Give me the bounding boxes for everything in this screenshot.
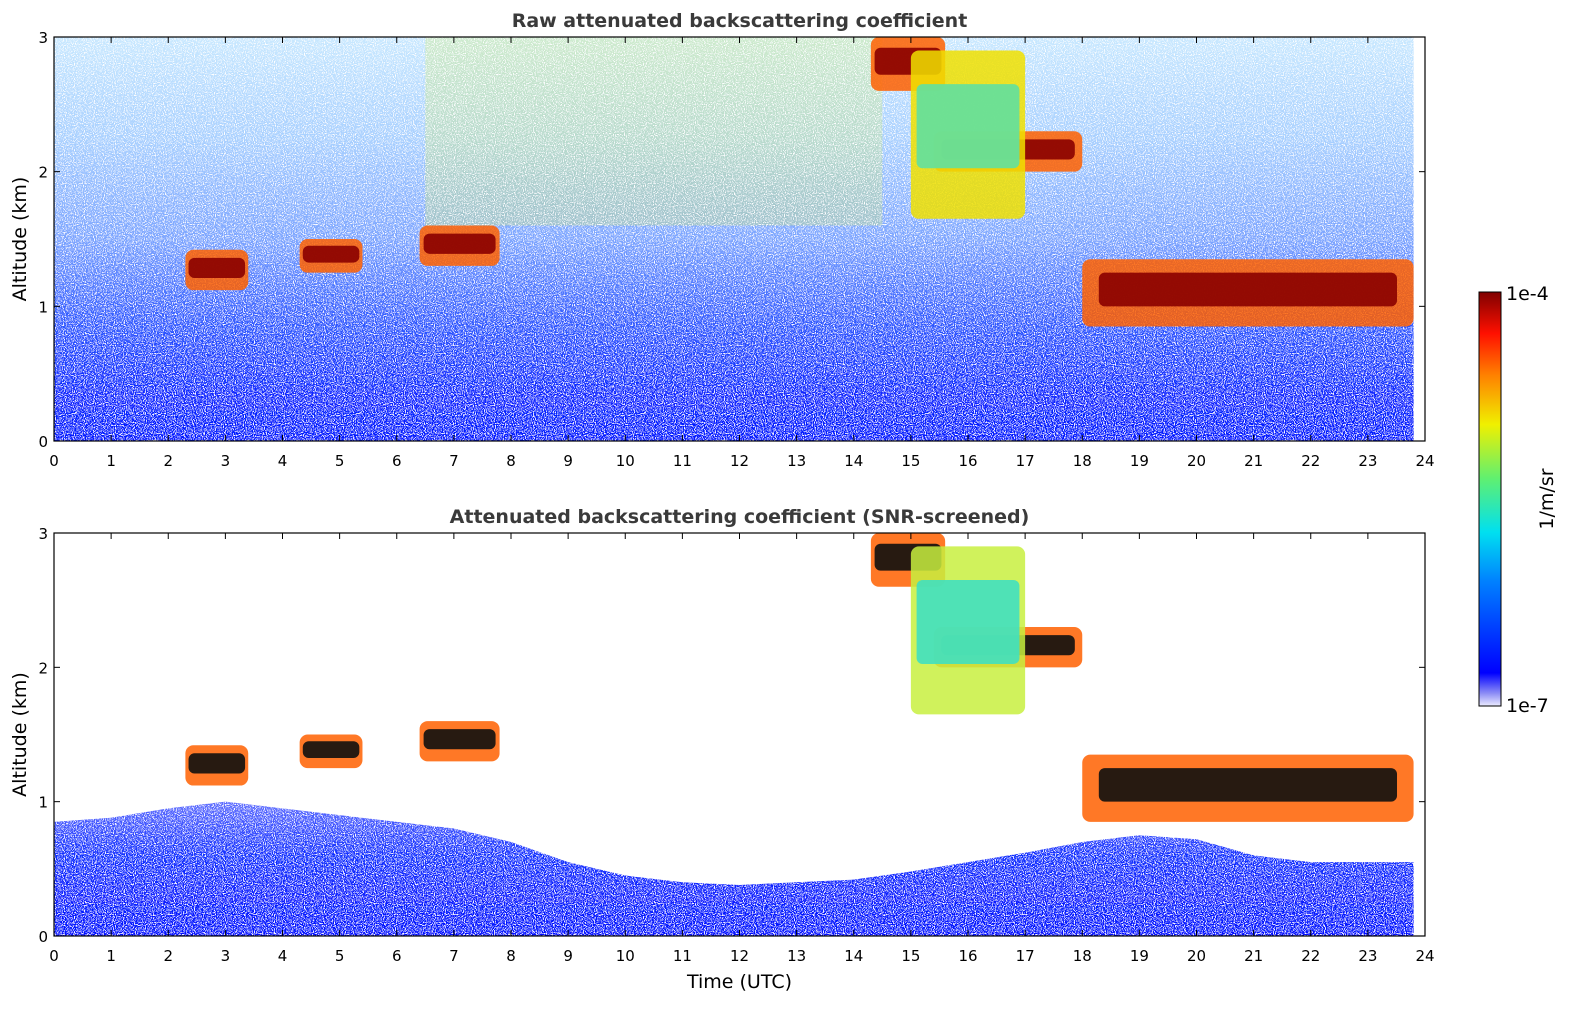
x-tick-label: 6 <box>392 452 402 470</box>
x-tick-label: 22 <box>1301 947 1320 965</box>
x-tick-label: 17 <box>1016 947 1035 965</box>
cloud-core <box>916 580 1020 664</box>
x-axis-label: Time (UTC) <box>686 971 792 993</box>
y-tick-label: 0 <box>38 433 48 451</box>
x-tick-label: 10 <box>616 947 635 965</box>
x-tick-label: 23 <box>1358 452 1377 470</box>
cloud-core <box>188 753 246 774</box>
y-axis-ticks: 0 1 2 3 <box>38 525 1425 946</box>
backscatter-field <box>54 37 1414 441</box>
daytime-noise <box>425 37 883 226</box>
cloud-core <box>916 84 1020 169</box>
y-tick-label: 0 <box>38 928 48 946</box>
x-tick-label: 11 <box>673 947 692 965</box>
x-tick-label: 13 <box>787 452 806 470</box>
x-axis-ticks: 0 1 2 3 4 5 6 7 8 9 10 11 12 13 14 15 16 17 18 19 20 21 22 23 24 <box>49 37 1435 470</box>
x-tick-label: 19 <box>1130 947 1149 965</box>
cloud-core <box>423 729 496 750</box>
x-tick-label: 16 <box>958 947 977 965</box>
x-tick-label: 13 <box>787 947 806 965</box>
x-tick-label: 7 <box>449 452 459 470</box>
y-tick-label: 2 <box>38 164 48 182</box>
screened-backscatter-panel: Attenuated backscattering coefficient (S… <box>9 506 1435 993</box>
x-tick-label: 1 <box>106 452 116 470</box>
x-tick-label: 17 <box>1016 452 1035 470</box>
x-tick-label: 8 <box>506 947 516 965</box>
x-tick-label: 7 <box>449 947 459 965</box>
x-tick-label: 22 <box>1301 452 1320 470</box>
cloud-layers <box>185 533 1414 822</box>
y-tick-label: 1 <box>38 794 48 812</box>
cloud-core <box>1098 272 1398 307</box>
x-tick-label: 12 <box>730 947 749 965</box>
x-tick-label: 2 <box>163 452 173 470</box>
x-tick-label: 14 <box>844 947 863 965</box>
x-tick-label: 8 <box>506 452 516 470</box>
x-tick-label: 5 <box>335 452 345 470</box>
x-tick-label: 20 <box>1187 452 1206 470</box>
x-tick-label: 15 <box>901 947 920 965</box>
cloud-core <box>302 741 360 759</box>
x-tick-label: 18 <box>1073 452 1092 470</box>
x-tick-label: 10 <box>616 452 635 470</box>
x-tick-label: 9 <box>563 947 573 965</box>
x-tick-label: 1 <box>106 947 116 965</box>
y-tick-label: 2 <box>38 659 48 677</box>
y-tick-label: 1 <box>38 298 48 316</box>
raw-backscatter-panel: Raw attenuated backscattering coefficien… <box>9 10 1435 470</box>
cloud-layers <box>185 37 1414 327</box>
x-tick-label: 5 <box>335 947 345 965</box>
y-axis-ticks: 0 1 2 3 <box>38 29 1425 451</box>
chart-title: Raw attenuated backscattering coefficien… <box>512 10 968 32</box>
y-axis-label: Altitude (km) <box>9 672 31 797</box>
y-axis-label: Altitude (km) <box>9 177 31 302</box>
colorbar: 1e-4 1e-7 1/m/sr <box>1478 283 1558 717</box>
colorbar-gradient <box>1478 291 1502 707</box>
x-tick-label: 14 <box>844 452 863 470</box>
x-tick-label: 0 <box>49 452 59 470</box>
x-tick-label: 18 <box>1073 947 1092 965</box>
x-tick-label: 2 <box>163 947 173 965</box>
boundary-layer-aerosol <box>54 801 1414 936</box>
x-tick-label: 0 <box>49 947 59 965</box>
backscatter-field <box>54 801 1414 936</box>
x-tick-label: 21 <box>1244 947 1263 965</box>
x-tick-label: 24 <box>1415 947 1434 965</box>
x-tick-label: 3 <box>221 947 231 965</box>
colorbar-max-label: 1e-4 <box>1506 283 1549 305</box>
x-tick-label: 16 <box>958 452 977 470</box>
x-axis-ticks: 0 1 2 3 4 5 6 7 8 9 10 11 12 13 14 15 16 17 18 19 20 21 22 23 24 <box>49 533 1435 965</box>
x-tick-label: 23 <box>1358 947 1377 965</box>
y-tick-label: 3 <box>38 29 48 47</box>
chart-title: Attenuated backscattering coefficient (S… <box>450 506 1030 528</box>
x-tick-label: 9 <box>563 452 573 470</box>
x-tick-label: 4 <box>278 452 288 470</box>
x-tick-label: 24 <box>1415 452 1434 470</box>
cloud-core <box>188 257 246 279</box>
colorbar-unit-label: 1/m/sr <box>1536 468 1558 529</box>
y-tick-label: 3 <box>38 525 48 543</box>
x-tick-label: 6 <box>392 947 402 965</box>
cloud-core <box>423 233 496 254</box>
x-tick-label: 15 <box>901 452 920 470</box>
x-tick-label: 4 <box>278 947 288 965</box>
x-tick-label: 20 <box>1187 947 1206 965</box>
cloud-core <box>302 245 360 263</box>
x-tick-label: 3 <box>221 452 231 470</box>
x-tick-label: 19 <box>1130 452 1149 470</box>
x-tick-label: 12 <box>730 452 749 470</box>
x-tick-label: 11 <box>673 452 692 470</box>
colorbar-min-label: 1e-7 <box>1506 695 1549 717</box>
cloud-core <box>1098 768 1398 802</box>
x-tick-label: 21 <box>1244 452 1263 470</box>
